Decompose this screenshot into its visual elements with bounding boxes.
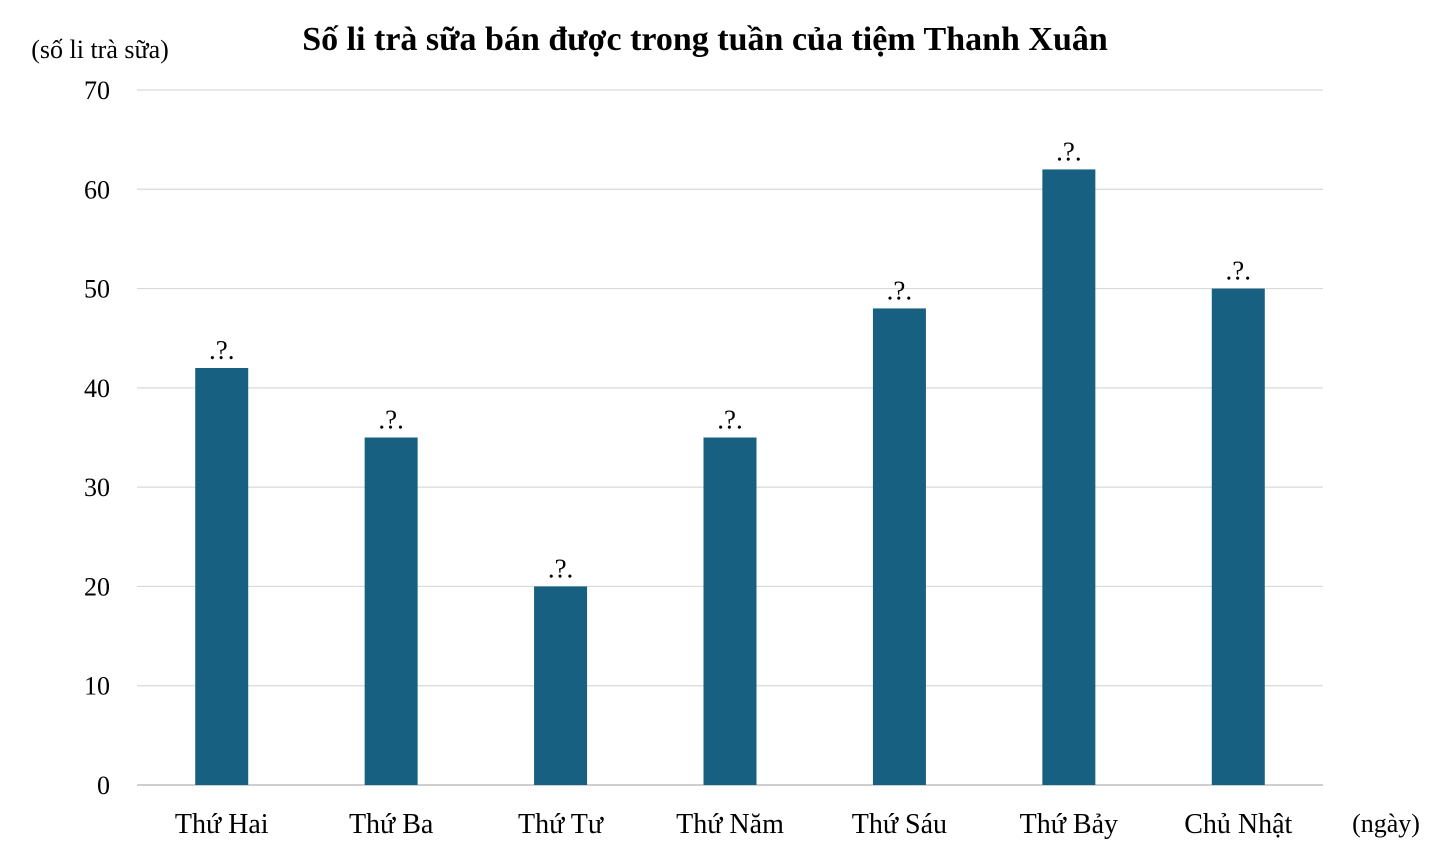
y-axis-label: (số li trà sữa) <box>31 35 169 64</box>
bar <box>1211 288 1265 785</box>
y-tick-label: 50 <box>84 275 110 304</box>
bars <box>195 169 1265 785</box>
x-tick-label: Chủ Nhật <box>1184 809 1292 840</box>
x-tick-label: Thứ Tư <box>518 809 604 840</box>
x-tick-label: Thứ Hai <box>175 809 269 840</box>
data-label: .?. <box>717 405 742 435</box>
x-tick-label: Thứ Ba <box>349 809 434 840</box>
y-axis-ticks: 0 10 20 30 40 50 60 70 <box>84 76 110 800</box>
x-tick-label: Thứ Năm <box>676 809 784 840</box>
y-tick-label: 30 <box>84 473 110 502</box>
data-label: .?. <box>209 335 234 365</box>
chart-title: Số li trà sữa bán được trong tuần của ti… <box>302 21 1108 58</box>
data-label: .?. <box>1226 256 1251 286</box>
gridlines <box>137 89 1323 786</box>
bar <box>1042 169 1096 785</box>
y-tick-label: 10 <box>84 672 110 701</box>
x-tick-label: Thứ Bảy <box>1020 809 1118 840</box>
y-tick-label: 70 <box>84 76 110 105</box>
data-label: .?. <box>1056 136 1081 166</box>
y-tick-label: 20 <box>84 572 110 601</box>
data-label: .?. <box>378 405 403 435</box>
data-label: .?. <box>548 553 573 583</box>
bar <box>534 586 588 785</box>
bar <box>364 437 418 785</box>
x-axis-label: (ngày) <box>1352 809 1420 838</box>
bar <box>703 437 757 785</box>
data-label: .?. <box>887 275 912 305</box>
y-tick-label: 0 <box>97 771 110 800</box>
bar <box>872 308 926 785</box>
y-tick-label: 60 <box>84 175 110 204</box>
x-tick-label: Thứ Sáu <box>852 809 947 840</box>
x-axis-ticks: Thứ Hai Thứ Ba Thứ Tư Thứ Năm Thứ Sáu Thứ Bảy… <box>175 809 1293 840</box>
bar <box>195 368 249 785</box>
y-tick-label: 40 <box>84 374 110 403</box>
data-labels: .?..?..?..?..?..?..?. <box>209 136 1251 583</box>
